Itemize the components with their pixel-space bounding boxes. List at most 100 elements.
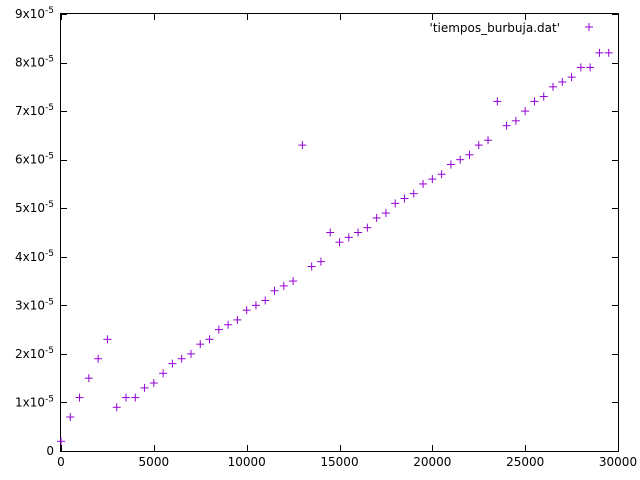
data-point [595, 48, 604, 57]
x-tick-label: 0 [57, 455, 65, 469]
y-tick-exponent: -5 [45, 200, 54, 210]
data-point [298, 141, 307, 150]
data-point [493, 97, 502, 106]
data-point [75, 393, 84, 402]
data-point [177, 354, 186, 363]
data-point [103, 335, 112, 344]
data-point [354, 228, 363, 237]
y-tick-exponent: -5 [45, 103, 54, 113]
y-tick-label: 6x10-5 [15, 152, 54, 167]
x-tick-label: 5000 [139, 455, 170, 469]
data-point [270, 286, 279, 295]
x-tick-label: 25000 [506, 455, 544, 469]
data-point [381, 209, 390, 218]
data-point [84, 374, 93, 383]
y-tick-mantissa: 5x10 [15, 201, 45, 215]
y-tick-exponent: -5 [45, 297, 54, 307]
data-points [57, 48, 613, 446]
data-point [242, 306, 251, 315]
data-point [131, 393, 140, 402]
data-point [502, 121, 511, 130]
y-tick-mantissa: 1x10 [15, 395, 45, 409]
y-tick-exponent: -5 [45, 249, 54, 259]
y-tick-label: 9x10-5 [15, 6, 54, 21]
data-point [307, 262, 316, 271]
y-tick-mantissa: 4x10 [15, 250, 45, 264]
legend: 'tiempos_burbuja.dat' [430, 21, 593, 35]
data-point [149, 379, 158, 388]
data-point [576, 63, 585, 72]
data-point [567, 73, 576, 82]
y-tick-label: 3x10-5 [15, 297, 54, 312]
y-tick-mantissa: 0 [46, 444, 54, 458]
data-point [558, 77, 567, 86]
data-point [168, 359, 177, 368]
data-point [289, 277, 298, 286]
y-tick-exponent: -5 [45, 55, 54, 65]
y-tick-label: 0 [46, 444, 54, 458]
data-point [409, 189, 418, 198]
data-point [372, 213, 381, 222]
data-point [539, 92, 548, 101]
data-point [66, 413, 75, 422]
data-point [344, 233, 353, 242]
data-point [112, 403, 121, 412]
data-point [94, 354, 103, 363]
data-point [437, 170, 446, 179]
data-point [446, 160, 455, 169]
x-tick-label: 10000 [228, 455, 266, 469]
y-tick-exponent: -5 [45, 394, 54, 404]
data-point [335, 238, 344, 247]
data-point [140, 383, 149, 392]
x-tick-label: 30000 [599, 455, 637, 469]
data-point [233, 315, 242, 324]
data-point [224, 320, 233, 329]
data-point [316, 257, 325, 266]
data-point [57, 437, 65, 446]
data-point [549, 82, 558, 91]
data-point [205, 335, 214, 344]
legend-marker-symbol [585, 23, 593, 31]
data-point [196, 340, 205, 349]
plot-frame [60, 13, 619, 452]
data-point [400, 194, 409, 203]
y-tick-label: 2x10-5 [15, 346, 54, 361]
data-point [186, 349, 195, 358]
data-point [456, 155, 465, 164]
data-point [530, 97, 539, 106]
data-point [214, 325, 223, 334]
x-tick-label: 20000 [413, 455, 451, 469]
data-point [419, 179, 428, 188]
y-tick-mantissa: 6x10 [15, 153, 45, 167]
y-tick-mantissa: 3x10 [15, 298, 45, 312]
y-tick-mantissa: 2x10 [15, 347, 45, 361]
y-tick-exponent: -5 [45, 346, 54, 356]
y-tick-mantissa: 9x10 [15, 7, 45, 21]
data-point [511, 116, 520, 125]
legend-marker [585, 23, 593, 31]
y-tick-label: 7x10-5 [15, 103, 54, 118]
data-point [391, 199, 400, 208]
data-point [326, 228, 335, 237]
data-point [521, 107, 530, 116]
y-tick-mantissa: 8x10 [15, 56, 45, 70]
y-tick-label: 4x10-5 [15, 249, 54, 264]
y-tick-label: 8x10-5 [15, 55, 54, 70]
y-tick-mantissa: 7x10 [15, 104, 45, 118]
data-point [251, 301, 260, 310]
data-point [261, 296, 270, 305]
y-tick-label: 5x10-5 [15, 200, 54, 215]
data-point [428, 175, 437, 184]
legend-label: 'tiempos_burbuja.dat' [430, 21, 560, 35]
data-point [279, 281, 288, 290]
data-point [159, 369, 168, 378]
data-point [604, 48, 613, 57]
x-tick-label: 15000 [320, 455, 358, 469]
data-point [465, 150, 474, 159]
data-point [586, 63, 595, 72]
y-tick-exponent: -5 [45, 152, 54, 162]
data-point [484, 136, 493, 145]
data-point [121, 393, 130, 402]
y-axis: 01x10-52x10-53x10-54x10-55x10-56x10-57x1… [15, 6, 618, 458]
